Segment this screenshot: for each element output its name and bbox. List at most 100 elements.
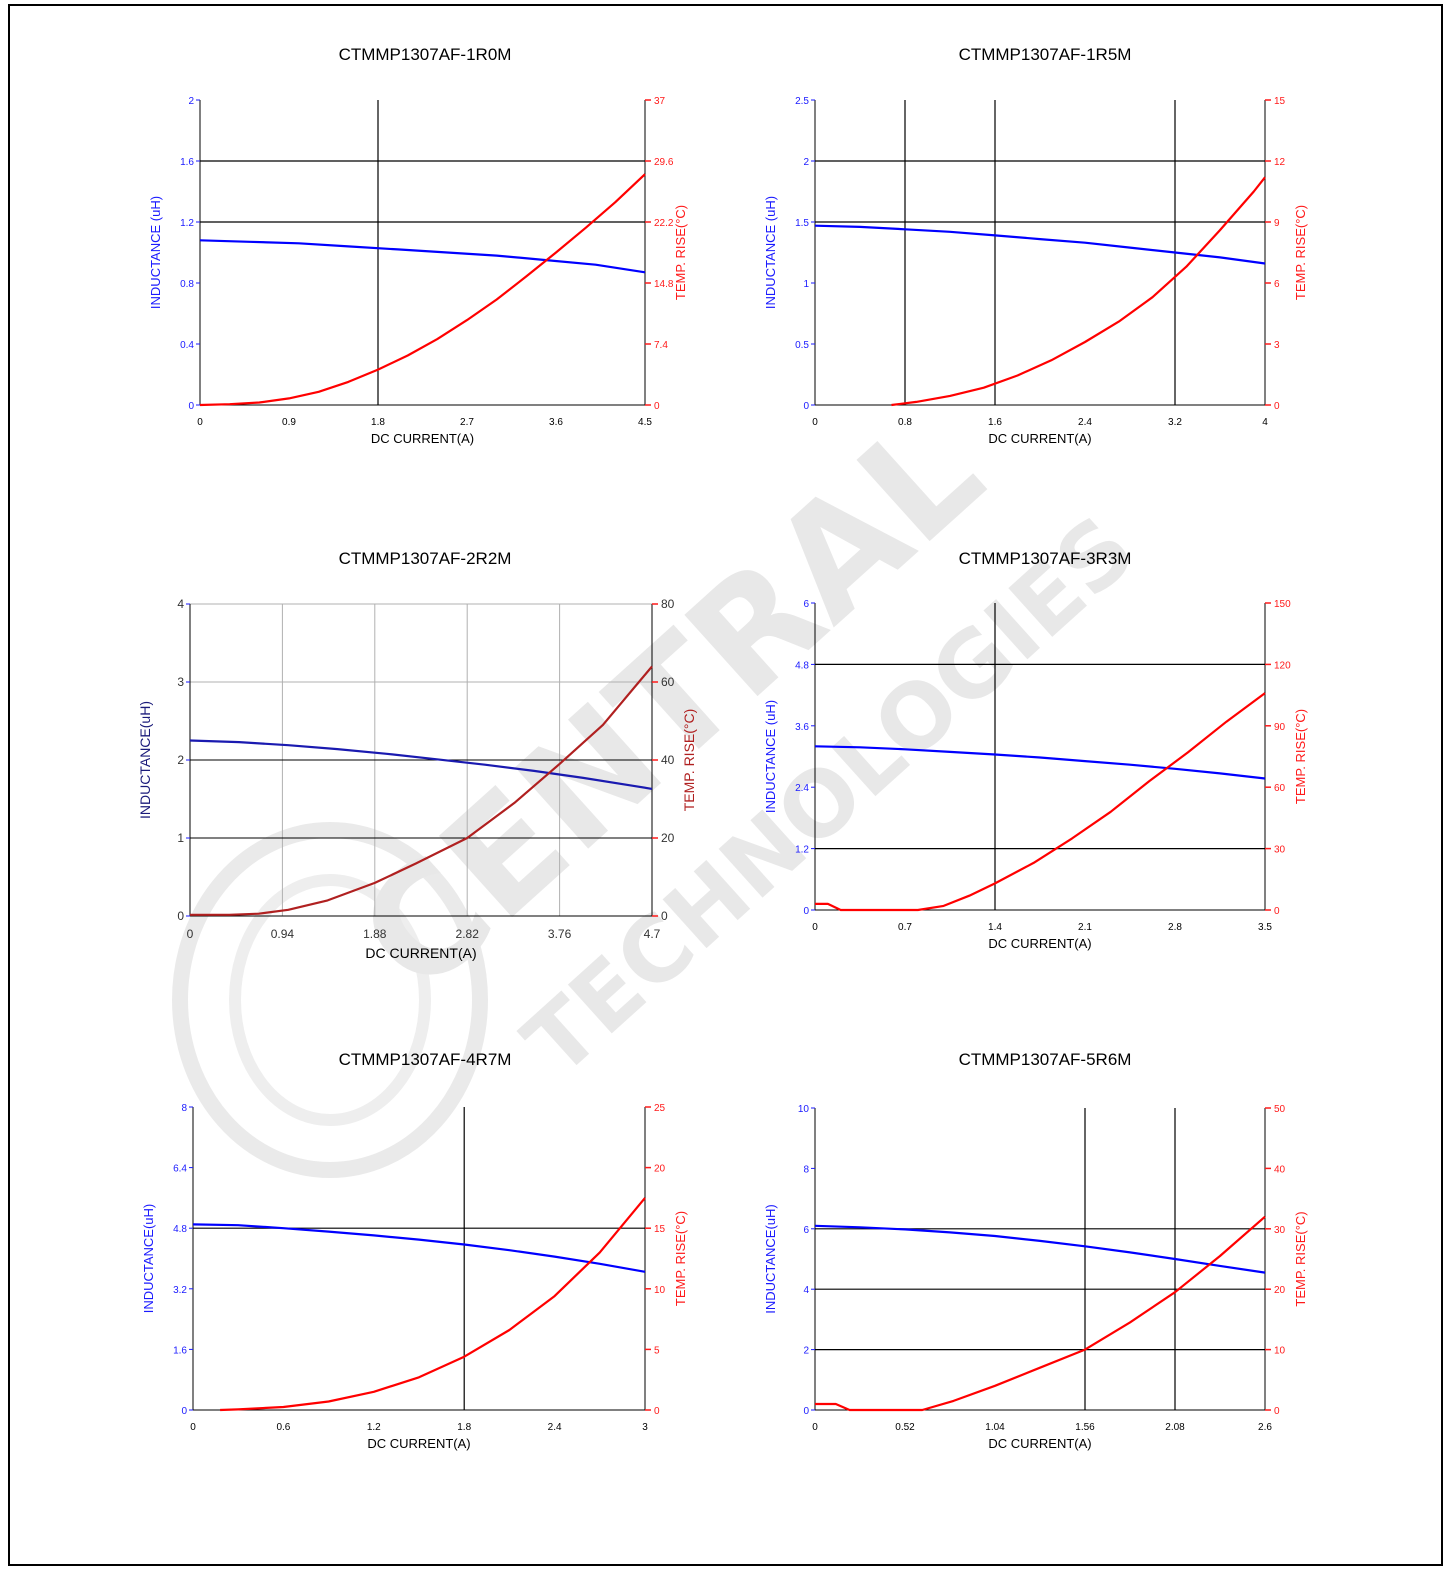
- x-axis-label: DC CURRENT(A): [988, 431, 1091, 446]
- y-right-tick-label: 20: [661, 831, 675, 845]
- y-right-tick-label: 15: [1274, 96, 1286, 107]
- y-left-tick-label: 0: [177, 909, 184, 923]
- y-left-tick-label: 4: [177, 597, 184, 611]
- y-left-tick-label: 0.5: [795, 340, 809, 351]
- y-left-tick-label: 8: [803, 1164, 809, 1175]
- y-right-tick-label: 7.4: [654, 340, 668, 351]
- y-right-tick-label: 0: [1274, 1406, 1280, 1417]
- y-right-tick-label: 80: [661, 597, 675, 611]
- y-right-tick-label: 30: [1274, 1225, 1286, 1236]
- x-tick-label: 2.4: [1078, 417, 1092, 428]
- inductance-curve: [814, 1224, 1266, 1274]
- inductance-curve: [814, 224, 1266, 265]
- y-left-tick-label: 0: [803, 906, 809, 917]
- x-tick-label: 3: [642, 1422, 648, 1433]
- y-right-tick-label: 50: [1274, 1104, 1286, 1115]
- x-tick-label: 3.5: [1258, 922, 1272, 933]
- y-right-tick-label: 20: [1274, 1285, 1286, 1296]
- y-right-tick-label: 0: [661, 909, 668, 923]
- y-right-tick-label: 60: [1274, 783, 1286, 794]
- y-left-tick-label: 6: [803, 1225, 809, 1236]
- x-tick-label: 2.7: [460, 417, 474, 428]
- inductance-curve: [199, 239, 646, 274]
- y-right-tick-label: 14.8: [654, 279, 674, 290]
- temp-rise-curve: [190, 665, 653, 916]
- y-left-tick-label: 1.2: [795, 845, 809, 856]
- y-right-tick-label: 25: [654, 1103, 666, 1114]
- y-right-tick-label: 60: [661, 675, 675, 689]
- x-tick-label: 2.1: [1078, 922, 1092, 933]
- x-tick-label: 0: [190, 1422, 196, 1433]
- x-tick-label: 3.76: [548, 927, 572, 941]
- y-left-tick-label: 10: [798, 1104, 810, 1115]
- y-left-tick-label: 0: [803, 1406, 809, 1417]
- y-left-tick-label: 2: [803, 157, 809, 168]
- inductance-curve: [814, 745, 1266, 780]
- temp-rise-curve: [199, 173, 646, 407]
- x-tick-label: 1.4: [988, 922, 1002, 933]
- chart-6: 0 2 4 6 8 10 0 10 20 30 40 50 0 0.52 1.04 1.56 2.08 2.6 CT…: [763, 1050, 1308, 1451]
- x-tick-label: 4.7: [644, 927, 661, 941]
- y-left-tick-label: 4: [803, 1285, 809, 1296]
- x-tick-label: 1.56: [1075, 1422, 1095, 1433]
- x-tick-label: 3.2: [1168, 417, 1182, 428]
- x-tick-label: 1.04: [985, 1422, 1005, 1433]
- x-tick-label: 0.9: [282, 417, 296, 428]
- y-left-tick-label: 1.2: [180, 218, 194, 229]
- y-right-tick-label: 5: [654, 1345, 660, 1356]
- chart-title: CTMMP1307AF-4R7M: [339, 1050, 512, 1069]
- y-right-tick-label: 9: [1274, 218, 1280, 229]
- x-axis-label: DC CURRENT(A): [988, 1436, 1091, 1451]
- x-tick-label: 4: [1262, 417, 1268, 428]
- y-left-tick-label: 2: [177, 753, 184, 767]
- x-tick-label: 0.94: [271, 927, 295, 941]
- x-tick-label: 0: [812, 922, 818, 933]
- x-axis-label: DC CURRENT(A): [371, 431, 474, 446]
- y-left-tick-label: 0: [188, 401, 194, 412]
- x-tick-label: 0.6: [276, 1422, 290, 1433]
- x-tick-label: 0.52: [895, 1422, 915, 1433]
- x-tick-label: 0: [812, 1422, 818, 1433]
- y-left-axis-label: INDUCTANCE(uH): [141, 1204, 156, 1314]
- x-tick-label: 2.6: [1258, 1422, 1272, 1433]
- chart-5: 0 1.6 3.2 4.8 6.4 8 0 5 10 15 20 25 0 0.6 1.2 1.8 2.4 3 CT…: [141, 1050, 688, 1451]
- y-right-tick-label: 90: [1274, 722, 1286, 733]
- y-left-tick-label: 8: [181, 1103, 187, 1114]
- watermark-logo-ring: [172, 822, 488, 1178]
- y-right-tick-label: 150: [1274, 599, 1291, 610]
- x-tick-label: 4.5: [638, 417, 652, 428]
- y-right-tick-label: 29.6: [654, 157, 674, 168]
- y-left-tick-label: 0.4: [180, 340, 194, 351]
- y-right-axis-label: TEMP. RISE(°C): [1293, 709, 1308, 804]
- y-left-tick-label: 2: [188, 96, 194, 107]
- y-right-axis-label: TEMP. RISE(°C): [1293, 1211, 1308, 1306]
- chart-title: CTMMP1307AF-1R5M: [959, 45, 1132, 64]
- chart-title: CTMMP1307AF-1R0M: [339, 45, 512, 64]
- chart-title: CTMMP1307AF-5R6M: [959, 1050, 1132, 1069]
- y-right-tick-label: 12: [1274, 157, 1286, 168]
- y-left-axis-label: INDUCTANCE (uH): [148, 196, 163, 309]
- y-right-tick-label: 40: [1274, 1164, 1286, 1175]
- y-left-tick-label: 2.5: [795, 96, 809, 107]
- y-left-tick-label: 1: [177, 831, 184, 845]
- y-left-tick-label: 2.4: [795, 783, 809, 794]
- x-tick-label: 1.88: [363, 927, 387, 941]
- x-tick-label: 0.8: [898, 417, 912, 428]
- x-axis-label: DC CURRENT(A): [365, 945, 476, 961]
- y-left-tick-label: 0: [803, 401, 809, 412]
- inductance-curve: [189, 739, 653, 790]
- y-left-axis-label: INDUCTANCE(uH): [763, 1204, 778, 1314]
- y-left-tick-label: 2: [803, 1346, 809, 1357]
- x-tick-label: 0: [812, 417, 818, 428]
- y-right-tick-label: 0: [654, 1406, 660, 1417]
- y-right-tick-label: 3: [1274, 340, 1280, 351]
- y-left-tick-label: 1.6: [173, 1345, 187, 1356]
- y-right-tick-label: 120: [1274, 660, 1291, 671]
- y-right-tick-label: 6: [1274, 279, 1280, 290]
- chart-2: 0 0.5 1 1.5 2 2.5 0 3 6 9 12 15 0 0.8 1.6 2.4 3.2 4 CTMMP1…: [763, 45, 1308, 446]
- y-right-axis-label: TEMP. RISE(°C): [681, 709, 697, 812]
- y-right-tick-label: 40: [661, 753, 675, 767]
- y-right-axis-label: TEMP. RISE(°C): [673, 205, 688, 300]
- y-right-axis-label: TEMP. RISE(°C): [1293, 205, 1308, 300]
